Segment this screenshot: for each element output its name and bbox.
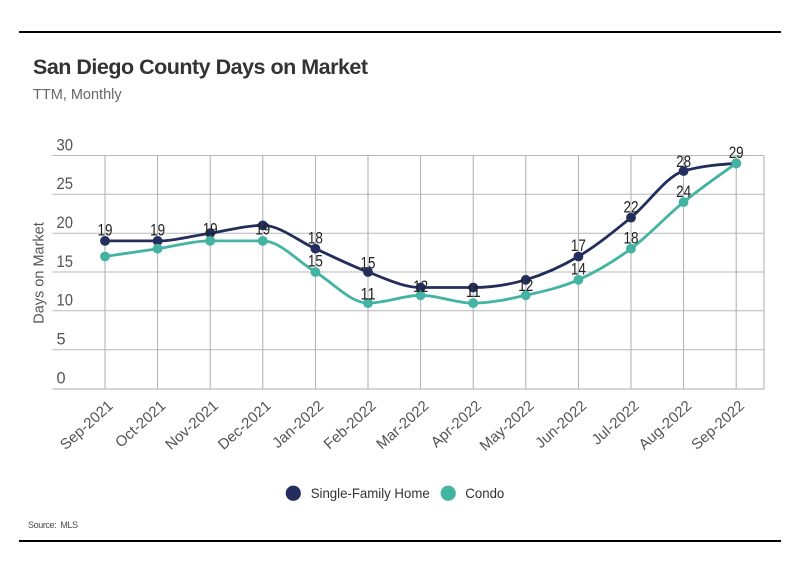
svg-text:18: 18 (624, 229, 639, 247)
svg-text:20: 20 (57, 214, 74, 232)
svg-text:10: 10 (57, 292, 74, 310)
svg-text:Aug-2022: Aug-2022 (636, 397, 696, 453)
svg-text:29: 29 (729, 144, 744, 162)
svg-text:28: 28 (676, 153, 691, 171)
svg-text:19: 19 (203, 221, 218, 239)
svg-text:24: 24 (676, 183, 691, 201)
svg-text:15: 15 (361, 255, 376, 273)
svg-text:19: 19 (255, 221, 270, 239)
svg-text:Sep-2022: Sep-2022 (688, 397, 748, 453)
svg-text:Jan-2022: Jan-2022 (269, 397, 327, 451)
svg-text:5: 5 (57, 331, 66, 349)
svg-text:Nov-2021: Nov-2021 (162, 397, 222, 453)
svg-text:Jun-2022: Jun-2022 (532, 397, 590, 451)
svg-text:Condo: Condo (465, 485, 504, 501)
svg-text:0: 0 (57, 369, 66, 387)
svg-text:Days on Market: Days on Market (31, 222, 47, 324)
svg-text:22: 22 (624, 198, 639, 216)
svg-text:25: 25 (57, 175, 74, 193)
svg-text:15: 15 (308, 253, 323, 271)
svg-text:Sep-2021: Sep-2021 (57, 397, 117, 453)
svg-text:19: 19 (98, 222, 113, 240)
svg-text:12: 12 (518, 277, 533, 295)
svg-text:14: 14 (571, 261, 586, 279)
svg-text:11: 11 (361, 286, 376, 304)
svg-text:12: 12 (413, 278, 428, 296)
svg-text:Feb-2022: Feb-2022 (321, 397, 380, 453)
svg-text:Apr-2022: Apr-2022 (428, 397, 485, 451)
svg-text:May-2022: May-2022 (477, 397, 538, 454)
svg-text:Mar-2022: Mar-2022 (373, 397, 432, 453)
svg-text:11: 11 (466, 283, 481, 301)
svg-text:18: 18 (308, 229, 323, 247)
svg-text:Single-Family Home: Single-Family Home (311, 485, 430, 501)
svg-text:15: 15 (57, 253, 74, 271)
svg-text:19: 19 (150, 222, 165, 240)
svg-text:17: 17 (571, 237, 586, 255)
svg-text:Dec-2021: Dec-2021 (215, 397, 275, 453)
svg-text:30: 30 (57, 136, 74, 154)
svg-text:Oct-2021: Oct-2021 (112, 397, 169, 451)
